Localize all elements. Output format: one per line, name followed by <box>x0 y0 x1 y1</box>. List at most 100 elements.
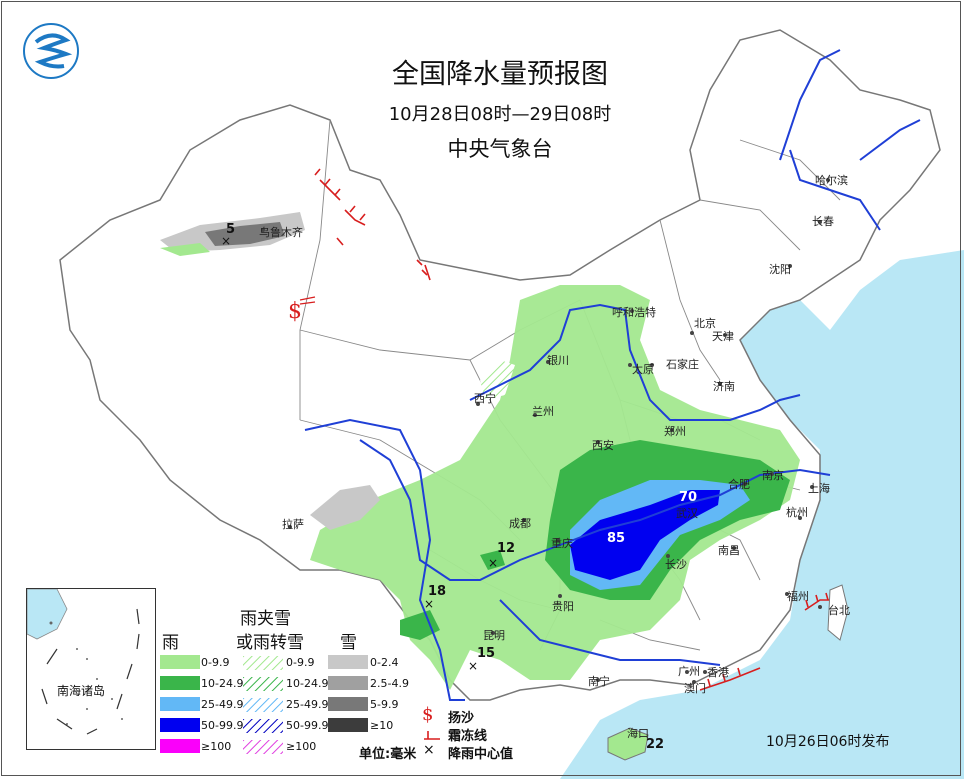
legend-mixed-swatch-3 <box>243 718 283 733</box>
svg-text:×: × <box>468 659 478 673</box>
legend-frost-label: 霜冻线 <box>448 729 488 744</box>
legend-mixed-swatch-0 <box>243 655 283 670</box>
snow-2.5-4.9-xinjiang <box>205 222 285 246</box>
city-label-changchun: 长春 <box>812 215 834 228</box>
center-value-urumqi: 5 <box>226 222 236 237</box>
svg-text:×: × <box>221 234 231 248</box>
frost-line-legend-icon <box>422 726 442 740</box>
legend-center-label: 降雨中心值 <box>448 747 514 762</box>
map-agency: 中央气象台 <box>447 137 553 161</box>
issue-time: 10月26日06时发布 <box>766 734 890 750</box>
city-label-hohhot: 呼和浩特 <box>612 306 656 319</box>
city-label-xining: 西宁 <box>474 392 496 405</box>
legend-mixed-label-0: 0-9.9 <box>286 656 315 669</box>
city-label-macau: 澳门 <box>684 682 706 695</box>
hatch-swatch-icon <box>243 656 283 670</box>
city-label-guiyang: 贵阳 <box>552 600 574 613</box>
center-value-chongqing-east: 85 <box>607 531 626 546</box>
center-value-hainan: 22 <box>646 737 665 752</box>
city-label-shanghai: 上海 <box>808 482 830 495</box>
legend-snow-swatch-3 <box>328 718 368 732</box>
rain-10-24.9-sichuan <box>480 550 505 570</box>
city-label-harbin: 哈尔滨 <box>815 174 848 187</box>
hatch-swatch-icon <box>243 740 283 754</box>
city-label-taipei: 台北 <box>828 604 850 617</box>
legend-rain-swatch-1 <box>160 676 200 690</box>
legend-snow-swatch-2 <box>328 697 368 711</box>
legend-mixed-label-4: ≥100 <box>286 740 317 753</box>
sandstorm-icon: $ <box>288 299 302 324</box>
inset-label: 南海诸岛 <box>57 684 106 698</box>
hainan-island <box>607 727 649 761</box>
map-title: 全国降水量预报图 <box>392 59 608 90</box>
city-label-lhasa: 拉萨 <box>282 518 304 531</box>
city-label-hefei: 合肥 <box>728 478 750 491</box>
city-label-jinan: 济南 <box>713 380 735 393</box>
center-marker-icon: × <box>423 742 435 758</box>
legend-mixed-swatch-4 <box>243 739 283 754</box>
legend-rain-label-0: 0-9.9 <box>201 656 230 669</box>
city-label-nanning: 南宁 <box>588 675 610 688</box>
city-label-yinchuan: 银川 <box>547 354 569 367</box>
city-label-fuzhou: 福州 <box>787 590 809 603</box>
rain-50-99.9 <box>570 490 720 580</box>
sea-area <box>560 250 964 779</box>
legend-snow-label-3: ≥10 <box>370 719 394 732</box>
city-label-beijing: 北京 <box>694 317 716 330</box>
south-china-sea-inset: 南海诸岛 <box>26 588 156 750</box>
legend-snow-swatch-0 <box>328 655 368 669</box>
legend-rain-swatch-3 <box>160 718 200 732</box>
city-label-haikou: 海口 <box>627 727 649 740</box>
legend-snow-label-0: 0-2.4 <box>370 656 399 669</box>
city-label-changsha: 长沙 <box>665 558 687 571</box>
rain-0-9.9-main <box>310 285 800 690</box>
city-label-shijiazhuang: 石家庄 <box>666 358 699 371</box>
hatch-swatch-icon <box>243 677 283 691</box>
inset-map <box>26 588 140 735</box>
legend-snow-header: 雪 <box>340 633 357 653</box>
city-label-wuhan: 武汉 <box>676 507 698 520</box>
city-label-hangzhou: 杭州 <box>786 506 808 519</box>
rain-10-24.9-sw <box>400 610 440 640</box>
legend-rain-label-4: ≥100 <box>201 740 232 753</box>
map-period: 10月28日08时—29日08时 <box>388 104 612 125</box>
center-value-yunnan-west: 18 <box>428 584 447 599</box>
city-dots <box>261 178 830 735</box>
legend-rain-label-1: 10-24.9 <box>201 677 244 690</box>
legend-mixed-label-3: 50-99.9 <box>286 719 329 732</box>
city-label-xian: 西安 <box>592 439 614 452</box>
legend-sandstorm-label: 扬沙 <box>448 711 475 726</box>
city-label-lanzhou: 兰州 <box>532 405 554 418</box>
svg-text:×: × <box>424 597 434 611</box>
legend-mixed-label-2: 25-49.9 <box>286 698 329 711</box>
legend-unit: 单位:毫米 <box>359 747 417 762</box>
cma-logo <box>22 22 80 80</box>
legend-rain-header: 雨 <box>162 633 179 653</box>
city-label-hongkong: 香港 <box>707 666 729 679</box>
rain-0-9.9-xinjiang <box>160 243 210 256</box>
city-label-shenyang: 沈阳 <box>769 263 791 276</box>
sandstorm-legend-icon: $ <box>422 704 434 725</box>
legend-mixed-label-1: 10-24.9 <box>286 677 329 690</box>
taiwan-island <box>827 584 849 641</box>
rivers <box>304 49 921 701</box>
center-value-sichuan: 12 <box>497 541 516 556</box>
city-label-nanjing: 南京 <box>762 469 784 482</box>
snow-0-2.4-tibet <box>310 485 380 530</box>
legend-rain-swatch-2 <box>160 697 200 711</box>
city-label-urumqi: 乌鲁木齐 <box>259 226 303 239</box>
legend-mixed-swatch-2 <box>243 697 283 712</box>
city-label-guangzhou: 广州 <box>678 665 700 678</box>
hatch-swatch-icon <box>243 698 283 712</box>
city-label-chengdu: 成都 <box>509 517 531 530</box>
city-label-tianjin: 天津 <box>712 330 734 343</box>
city-label-zhengzhou: 郑州 <box>664 425 686 438</box>
city-label-nanchang: 南昌 <box>718 544 740 557</box>
legend-rain-swatch-0 <box>160 655 200 669</box>
legend-rain-label-3: 50-99.9 <box>201 719 244 732</box>
legend-mixed-header-2: 或雨转雪 <box>236 633 304 653</box>
legend-snow-label-2: 5-9.9 <box>370 698 399 711</box>
